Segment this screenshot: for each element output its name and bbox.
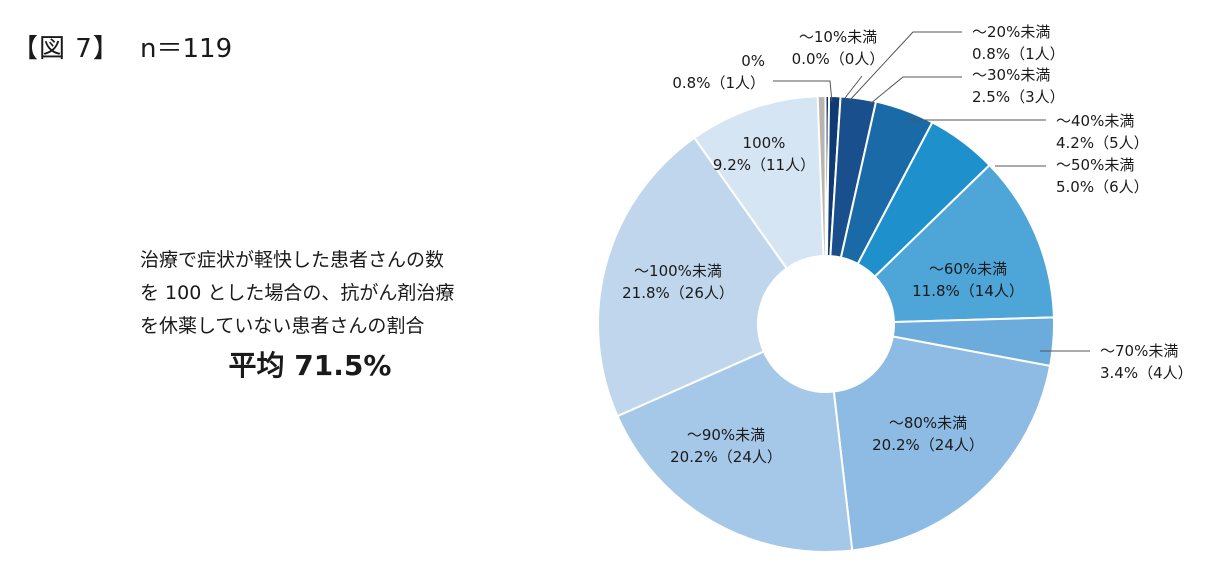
slice-label-6: ～50%未満 — [1056, 156, 1134, 174]
slice-label-2: ～10%未満 — [799, 28, 877, 46]
slice-label-5: ～40%未満 — [1056, 112, 1134, 130]
slice-label-10: ～90%未満 — [687, 426, 765, 444]
slice-value-6: 5.0%（6人） — [1056, 178, 1149, 196]
slice-value-11: 21.8%（26人） — [622, 284, 734, 302]
slice-label-11: ～100%未満 — [634, 262, 722, 280]
slice-value-8: 3.4%（4人） — [1100, 364, 1193, 382]
slice-value-4: 2.5%（3人） — [972, 88, 1065, 106]
slice-value-1: 0.8%（1人） — [672, 74, 765, 92]
sample-size: n＝119 — [140, 34, 233, 64]
leader-line-2 — [844, 75, 863, 99]
description-line-1: 治療で症状が軽快した患者さんの数 — [140, 249, 445, 271]
pie-slice-10 — [616, 350, 854, 553]
description-line-2: を 100 とした場合の、抗がん剤治療 — [140, 282, 455, 304]
slice-value-7: 11.8%（14人） — [912, 282, 1024, 300]
pie-slice-7 — [873, 163, 1055, 324]
slice-label-9: ～80%未満 — [889, 414, 967, 432]
slice-label-12: 100% — [743, 134, 786, 152]
chart-description: 治療で症状が軽快した患者さんの数 を 100 とした場合の、抗がん剤治療 を休薬… — [140, 244, 520, 343]
slice-label-3: ～20%未満 — [972, 23, 1050, 41]
figure-label: 【図 7】 — [12, 34, 120, 64]
slice-label-4: ～30%未満 — [972, 66, 1050, 84]
slice-value-3: 0.8%（1人） — [972, 45, 1065, 63]
slice-label-7: ～60%未満 — [929, 260, 1007, 278]
slice-label-1: 0% — [741, 52, 765, 70]
leader-line-1 — [773, 80, 833, 103]
slice-value-2: 0.0%（0人） — [792, 50, 885, 68]
slice-value-9: 20.2%（24人） — [872, 436, 984, 454]
slice-label-8: ～70%未満 — [1100, 342, 1178, 360]
pie-slice-9 — [832, 335, 1052, 552]
leader-line-3 — [849, 31, 962, 101]
average-value: 平均 71.5% — [228, 349, 392, 382]
slice-value-10: 20.2%（24人） — [670, 448, 782, 466]
pie-slice-11 — [597, 136, 789, 418]
leader-line-4 — [869, 76, 962, 105]
description-line-3: を休薬していない患者さんの割合 — [140, 315, 425, 337]
slice-value-5: 4.2%（5人） — [1056, 134, 1149, 152]
pie-slice-12 — [693, 95, 825, 270]
slice-value-12: 9.2%（11人） — [713, 156, 815, 174]
